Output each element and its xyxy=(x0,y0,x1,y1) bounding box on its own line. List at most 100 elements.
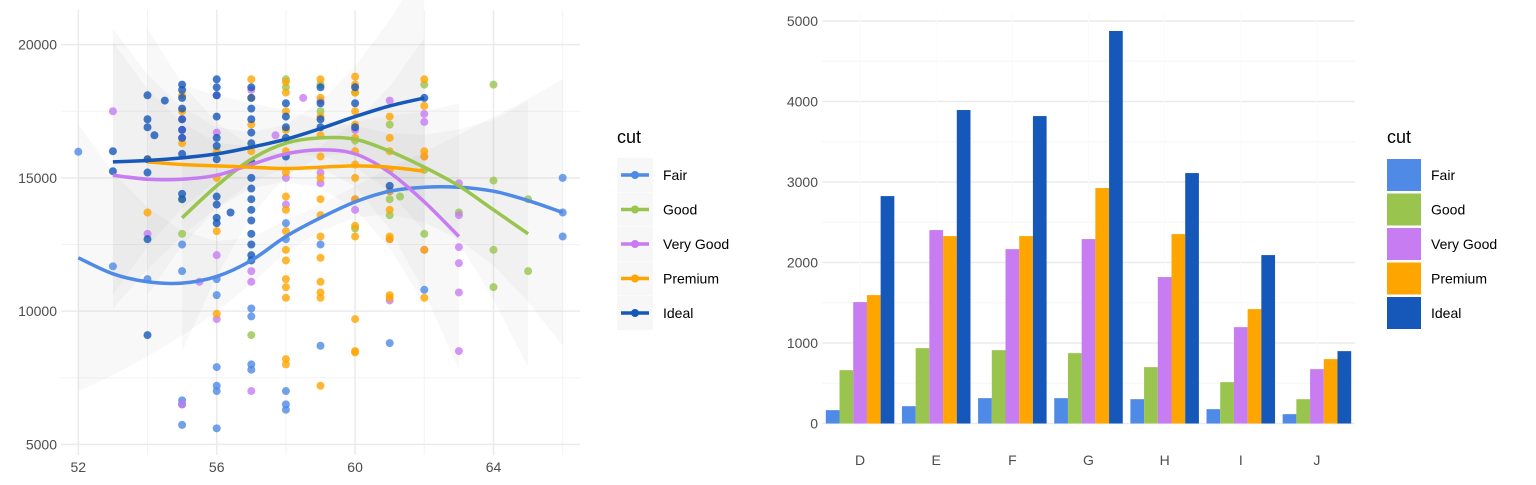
x-tick-label: G xyxy=(1083,452,1094,468)
data-point xyxy=(420,101,429,110)
y-tick-label: 1000 xyxy=(787,335,818,351)
data-point xyxy=(212,381,221,390)
data-point xyxy=(385,205,394,214)
data-point xyxy=(385,112,394,121)
data-point xyxy=(558,173,567,182)
data-point xyxy=(385,291,394,300)
data-point xyxy=(454,243,463,252)
data-point xyxy=(212,219,221,228)
bar xyxy=(1282,414,1297,424)
legend-label: Fair xyxy=(1431,167,1455,183)
x-tick-label: 52 xyxy=(71,459,87,475)
bar xyxy=(880,196,895,424)
data-point xyxy=(316,152,325,161)
legend-label: Premium xyxy=(1431,271,1487,287)
data-point xyxy=(489,245,498,254)
data-point xyxy=(247,173,256,182)
y-tick-label: 4000 xyxy=(787,94,818,110)
data-point xyxy=(316,341,325,350)
bar xyxy=(1054,398,1068,424)
data-point xyxy=(178,195,187,204)
data-point xyxy=(385,96,394,105)
bar xyxy=(1310,369,1324,424)
x-tick-label: 64 xyxy=(486,459,502,475)
bar xyxy=(825,410,840,424)
data-point xyxy=(281,192,290,201)
data-point xyxy=(316,173,325,182)
data-point xyxy=(385,133,394,142)
data-point xyxy=(212,155,221,164)
bar xyxy=(1032,116,1047,424)
confidence-band xyxy=(112,41,459,370)
data-point xyxy=(489,283,498,292)
data-point xyxy=(420,75,429,84)
data-point xyxy=(247,83,256,92)
data-point xyxy=(385,120,394,129)
data-point xyxy=(247,312,256,321)
data-point xyxy=(316,83,325,92)
data-point xyxy=(212,424,221,433)
data-point xyxy=(247,240,256,249)
data-point xyxy=(385,339,394,348)
bar xyxy=(853,302,867,424)
x-tick-label: 60 xyxy=(347,459,363,475)
data-point xyxy=(396,192,405,201)
data-point xyxy=(143,208,152,217)
data-point xyxy=(281,245,290,254)
data-point xyxy=(558,232,567,241)
bar xyxy=(929,230,944,424)
data-point xyxy=(281,283,290,292)
bar xyxy=(901,406,916,424)
data-point xyxy=(281,256,290,265)
data-point xyxy=(316,288,325,297)
data-point xyxy=(212,141,221,150)
data-point xyxy=(247,93,256,102)
smooth-line xyxy=(147,160,425,173)
bar xyxy=(1081,239,1096,424)
data-point xyxy=(316,232,325,241)
data-point xyxy=(351,123,360,132)
legend-key-point xyxy=(631,309,639,317)
data-point xyxy=(351,315,360,324)
data-point xyxy=(281,88,290,97)
legend-title: cut xyxy=(1387,127,1411,147)
legend-key xyxy=(1387,159,1421,191)
x-tick-label: 56 xyxy=(209,459,225,475)
y-tick-label: 5000 xyxy=(26,436,57,452)
bar xyxy=(866,295,881,424)
data-point xyxy=(212,192,221,201)
data-point xyxy=(316,240,325,249)
bar xyxy=(1261,255,1276,424)
data-point xyxy=(351,205,360,214)
data-point xyxy=(178,125,187,134)
y-tick-label: 2000 xyxy=(787,255,818,271)
data-point xyxy=(178,267,187,276)
data-point xyxy=(212,291,221,300)
data-point xyxy=(281,99,290,108)
data-point xyxy=(247,331,256,340)
bar xyxy=(1185,173,1199,424)
data-point xyxy=(178,149,187,158)
data-point xyxy=(212,112,221,121)
data-point xyxy=(212,227,221,236)
legend-label: Good xyxy=(1431,202,1465,218)
data-point xyxy=(351,107,360,116)
legend-key-point xyxy=(631,205,639,214)
data-point xyxy=(351,348,360,357)
y-tick-label: 3000 xyxy=(787,174,818,190)
data-point xyxy=(454,211,463,220)
legend-label: Ideal xyxy=(1431,305,1461,321)
bar xyxy=(1337,351,1352,424)
data-point xyxy=(247,128,256,137)
data-point xyxy=(247,115,256,124)
data-point xyxy=(212,91,221,100)
data-point xyxy=(385,181,394,190)
legend-key-point xyxy=(631,240,639,248)
bar xyxy=(1019,236,1033,424)
data-point xyxy=(489,176,498,185)
data-point xyxy=(108,107,117,116)
data-point xyxy=(351,72,360,81)
data-point xyxy=(281,275,290,284)
bar xyxy=(1206,409,1221,424)
bar xyxy=(1067,353,1082,424)
